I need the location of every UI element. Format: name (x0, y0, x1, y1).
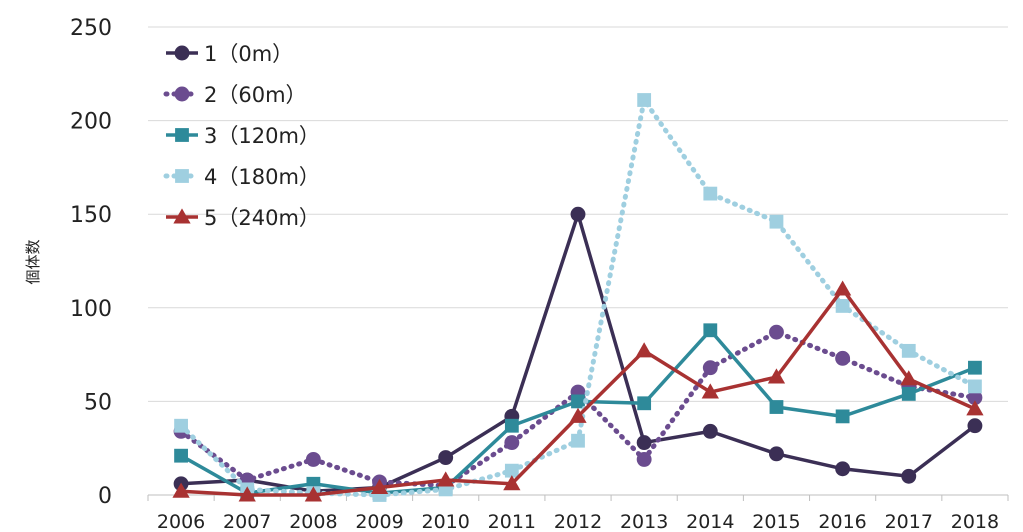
series-2-point-2014 (702, 360, 718, 376)
series-1-point-2016 (835, 461, 851, 477)
series-1 (173, 206, 983, 499)
series-5-point-2015 (767, 368, 786, 384)
series-4-point-2017 (901, 343, 916, 358)
series-3-point-2017 (901, 387, 916, 401)
x-tick-2009: 2009 (355, 511, 403, 532)
x-tick-2010: 2010 (422, 511, 470, 532)
series-5-point-2006 (172, 482, 190, 498)
legend-label-5: 5（240m） (204, 206, 320, 230)
series-2-point-2015 (769, 324, 784, 340)
legend-label-2: 2（60m） (204, 83, 307, 107)
series-5 (172, 280, 984, 502)
series-2-point-2018 (967, 390, 983, 406)
series-5-point-2017 (900, 370, 918, 386)
series-3-point-2012 (571, 394, 585, 409)
series-5-point-2012 (569, 407, 587, 423)
series-5-point-2007 (238, 486, 256, 502)
series-3-point-2016 (835, 409, 850, 424)
x-tick-2014: 2014 (686, 511, 734, 532)
series-2 (173, 324, 983, 494)
series-4-point-2012 (571, 433, 585, 448)
y-tick-labels: 0 50 100 150 200 250 (70, 16, 112, 509)
series-5-point-2018 (966, 400, 984, 416)
x-tick-2016: 2016 (818, 511, 866, 532)
x-tick-2018: 2018 (951, 511, 999, 532)
y-tick-200: 200 (70, 110, 112, 135)
legend-label-1: 1（0m） (204, 42, 293, 66)
series-5-point-2011 (503, 475, 521, 491)
series-1-point-2012 (570, 206, 586, 222)
x-tick-2008: 2008 (289, 511, 337, 532)
legend-marker-1 (174, 45, 190, 61)
series-4-point-2015 (769, 214, 784, 229)
legend-label-4: 4（180m） (204, 165, 320, 189)
y-tick-50: 50 (84, 390, 112, 415)
series-4-point-2011 (504, 463, 519, 478)
x-tick-2007: 2007 (223, 511, 271, 532)
x-tick-2013: 2013 (620, 511, 668, 532)
series-group (172, 93, 984, 502)
legend-marker-2 (174, 86, 190, 102)
series-3-point-2014 (703, 323, 718, 338)
legend: 1（0m） 2（60m） 3（120m） 4（180m） 5（240m） (163, 42, 320, 230)
legend-label-3: 3（120m） (204, 124, 320, 148)
series-4-point-2018 (968, 379, 982, 394)
series-5-point-2008 (304, 486, 323, 502)
y-tick-150: 150 (70, 203, 112, 228)
series-4-point-2014 (703, 186, 718, 201)
x-tick-2011: 2011 (488, 511, 536, 532)
series-1-point-2014 (702, 423, 718, 439)
series-1-point-2010 (438, 450, 454, 465)
series-3-point-2006 (174, 448, 188, 463)
series-4-point-2016 (835, 299, 850, 313)
x-tick-2012: 2012 (554, 511, 602, 532)
x-tick-2017: 2017 (885, 511, 933, 532)
x-tick-2015: 2015 (752, 511, 800, 532)
series-5-point-2013 (635, 342, 653, 358)
series-2-point-2013 (636, 451, 652, 467)
series-5-point-2010 (437, 471, 455, 487)
y-axis-label: 個体数 (24, 239, 42, 284)
series-5-point-2014 (701, 383, 719, 399)
x-tick-2006: 2006 (157, 511, 205, 532)
series-3-point-2013 (637, 396, 652, 411)
x-tick-labels: 2006 2007 2008 2009 2010 2011 2012 2013 2014 2015… (147, 495, 1009, 532)
series-4 (174, 93, 982, 502)
series-1-line (180, 212, 976, 494)
series-3-point-2011 (504, 418, 519, 433)
series-5-point-2009 (370, 478, 389, 494)
series-2-point-2011 (504, 435, 520, 451)
series-3-point-2015 (769, 400, 784, 414)
series-4-point-2006 (174, 418, 188, 433)
series-4-point-2013 (637, 93, 652, 107)
series-1-point-2017 (901, 468, 917, 484)
legend-marker-3 (175, 128, 189, 142)
series-1-point-2015 (769, 446, 784, 462)
legend-marker-4 (175, 169, 189, 183)
series-5-point-2016 (833, 280, 852, 296)
series-1-point-2013 (636, 435, 652, 451)
series-2-point-2008 (305, 451, 321, 467)
y-tick-100: 100 (70, 297, 112, 322)
series-2-point-2016 (835, 350, 851, 366)
series-3-point-2018 (968, 360, 982, 375)
legend-marker-5 (173, 208, 191, 224)
y-tick-250: 250 (70, 16, 112, 41)
y-tick-0: 0 (98, 484, 112, 509)
series-1-point-2018 (967, 418, 983, 434)
